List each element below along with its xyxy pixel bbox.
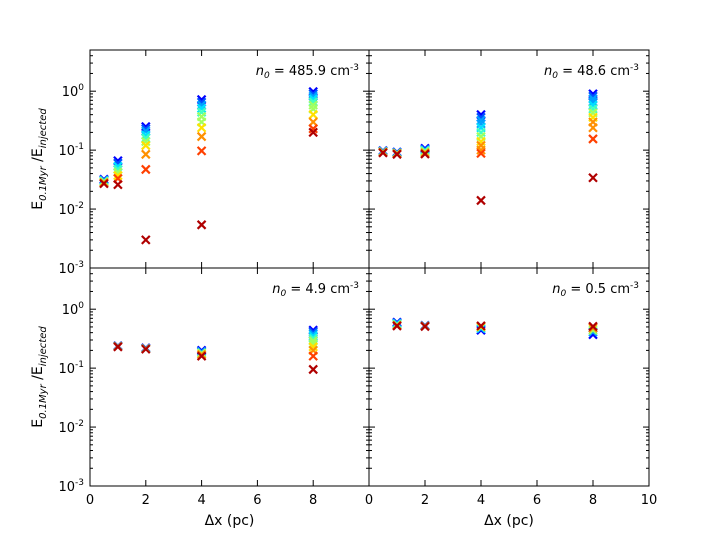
data-point (588, 122, 598, 133)
data-point (420, 321, 430, 332)
x-axis-title: Δx (pc) (205, 513, 255, 529)
x-tick-label: 4 (477, 493, 485, 508)
x-tick-label: 8 (309, 493, 317, 508)
data-point (141, 140, 151, 151)
data-point (476, 195, 486, 206)
x-tick-label: 6 (253, 493, 261, 508)
data-point (113, 170, 123, 181)
y-tick-label: 10-2 (58, 201, 84, 218)
data-point (378, 148, 388, 158)
panel-label: n0 = 4.9 cm-3 (272, 281, 359, 299)
data-point (196, 122, 207, 133)
data-point (113, 342, 123, 352)
x-tick-label: 6 (533, 493, 541, 508)
data-point (308, 109, 318, 120)
x-tick-label: 0 (365, 493, 373, 508)
data-point (141, 164, 151, 175)
x-tick-label: 4 (197, 493, 205, 508)
data-point (420, 149, 430, 159)
y-tick-label: 10-3 (58, 478, 84, 495)
data-point (196, 100, 207, 110)
panel-n0_5: n0 = 0.5 cm-3 0 2 4 6 8 10 Δx (pc) (365, 267, 658, 529)
data-point (476, 145, 486, 155)
panel-frame (368, 49, 650, 269)
panel-label: n0 = 485.9 cm-3 (256, 63, 359, 81)
x-tick-label: 2 (421, 493, 429, 508)
data-point (141, 133, 151, 143)
data-point (141, 344, 151, 354)
panel-frame (89, 267, 370, 487)
data-point (588, 172, 598, 183)
panel-label: n0 = 0.5 cm-3 (552, 281, 639, 299)
data-point (141, 235, 151, 245)
data-point (196, 220, 207, 230)
y-tick-label: 100 (62, 301, 85, 318)
y-tick-label: 100 (62, 83, 85, 100)
data-point (308, 124, 318, 134)
x-tick-label: 10 (641, 493, 658, 508)
data-point (113, 179, 123, 190)
data-point (308, 97, 318, 107)
y-axis-title: E0.1Myr /Einjected (30, 326, 49, 428)
panel-n485: n0 = 485.9 cm-3 10-2 10-1 100 10-3 E0.1Myr /E… (30, 49, 370, 277)
data-point (308, 351, 318, 361)
panel-label: n0 = 48.6 cm-3 (544, 63, 639, 81)
data-point (196, 131, 207, 142)
data-point (308, 127, 318, 138)
data-point (476, 321, 486, 331)
data-point (588, 97, 598, 107)
x-tick-label: 0 (86, 493, 94, 508)
data-point (476, 323, 486, 334)
data-point (588, 134, 598, 144)
data-point (308, 342, 318, 352)
data-point (392, 149, 402, 160)
data-point (308, 364, 318, 375)
data-point (99, 178, 109, 189)
data-point (392, 321, 402, 331)
x-tick-label: 8 (589, 493, 597, 508)
panel-n48: n0 = 48.6 cm-3 (368, 49, 650, 269)
y-tick-label: 10-1 (58, 142, 84, 159)
panel-frame (89, 49, 370, 269)
data-point (196, 351, 207, 361)
y-axis-title: E0.1Myr /Einjected (30, 108, 49, 210)
panel-n4: n0 = 4.9 cm-3 10-3 10-2 10-1 100 E0.1Myr /Ein… (30, 267, 370, 529)
panel-frame (368, 267, 650, 487)
x-axis-title: Δx (pc) (484, 513, 534, 529)
data-point (141, 149, 151, 160)
y-tick-label: 10-1 (58, 360, 84, 377)
y-tick-label: 10-2 (58, 419, 84, 436)
data-point (476, 115, 486, 126)
data-point (476, 148, 486, 159)
x-tick-label: 2 (142, 493, 150, 508)
data-point (588, 321, 598, 332)
data-point (196, 146, 207, 156)
y-tick-label: 10-3 (58, 260, 84, 277)
